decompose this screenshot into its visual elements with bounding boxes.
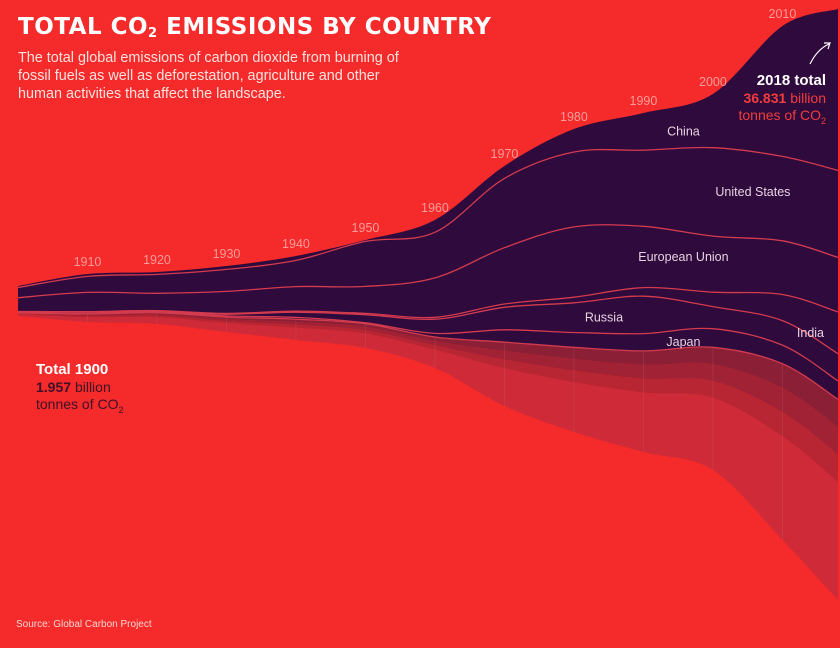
total-2018-label: 2018 total <box>756 72 826 89</box>
source-note: Source: Global Carbon Project <box>16 619 152 630</box>
country-dividers <box>17 146 839 400</box>
year-label: 1990 <box>630 94 658 108</box>
chart-subtitle: The total global emissions of carbon dio… <box>18 50 399 102</box>
year-label: 2000 <box>699 75 727 89</box>
divider-line <box>17 146 839 289</box>
year-label: 2010 <box>769 7 797 21</box>
country-label-united-states: United States <box>715 185 790 199</box>
divider-line <box>17 311 839 382</box>
country-label-european-union: European Union <box>638 250 728 264</box>
year-label: 1920 <box>143 253 171 267</box>
divider-line <box>17 295 839 355</box>
country-labels: China United States European Union India Rus… <box>585 125 824 350</box>
country-label-japan: Japan <box>666 335 700 349</box>
country-label-russia: Russia <box>585 311 623 325</box>
year-label: 1970 <box>491 147 519 161</box>
year-label: 1930 <box>213 247 241 261</box>
year-label: 1910 <box>74 255 102 269</box>
divider-line <box>17 224 839 299</box>
country-label-india: India <box>797 326 824 340</box>
total-1900-unit: tonnes of CO2 <box>36 396 124 415</box>
year-label: 1940 <box>282 237 310 251</box>
total-2018-callout: 2018 total 36.831 billion tonnes of CO2 <box>738 71 826 130</box>
chart-title: TOTAL CO2 EMISSIONS BY COUNTRY <box>18 14 492 41</box>
year-label: 1950 <box>352 221 380 235</box>
rest-band-2 <box>18 313 838 455</box>
layer-india <box>18 287 838 354</box>
divider-line <box>17 312 839 400</box>
layer-united-states <box>18 147 838 298</box>
rest-band-4 <box>18 314 838 600</box>
year-label: 1980 <box>560 110 588 124</box>
rest-of-world-layers <box>18 312 838 600</box>
total-2018-value: 36.831 billion <box>743 90 826 106</box>
layer-european-union <box>18 224 838 318</box>
total-2018-unit: tonnes of CO2 <box>738 107 826 126</box>
arrow-icon <box>809 42 831 65</box>
layer-russia <box>18 296 838 381</box>
total-1900-label: Total 1900 <box>36 361 109 378</box>
year-label: 1960 <box>421 201 449 215</box>
total-1900-value: 1.957 billion <box>36 379 111 395</box>
country-label-china: China <box>667 125 700 139</box>
total-1900-callout: Total 1900 1.957 billion tonnes of CO2 <box>36 360 124 419</box>
rest-band-3 <box>18 313 838 483</box>
year-labels: 1910 1920 1930 1940 1950 1960 1970 1980 1990 2000… <box>74 7 797 269</box>
